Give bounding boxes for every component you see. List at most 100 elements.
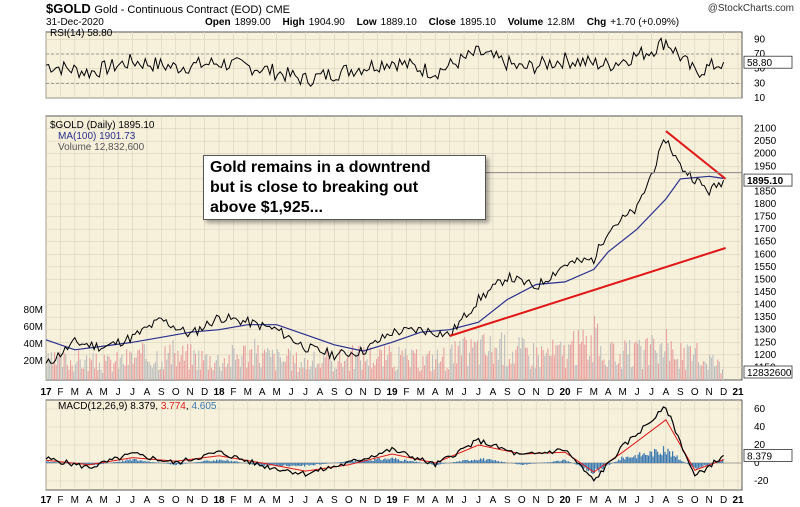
macd-histogram-bar [533, 463, 535, 464]
macd-histogram-bar [214, 461, 216, 463]
volume-bar [467, 365, 469, 380]
annotation-line-2: but is close to breaking out [210, 179, 419, 196]
volume-bar [356, 352, 358, 380]
volume-bar [57, 357, 59, 380]
volume-bar [645, 339, 647, 380]
macd-histogram-bar [523, 463, 525, 465]
volume-bar [432, 354, 434, 380]
macd-histogram-bar [565, 460, 567, 463]
x-axis-label: J [462, 495, 467, 506]
macd-histogram-bar [393, 459, 395, 463]
macd-histogram-bar [439, 463, 441, 465]
volume-bar [100, 369, 102, 380]
macd-histogram-bar [474, 459, 476, 463]
volume-bar [130, 352, 132, 380]
volume-bar [698, 362, 700, 380]
volume-bar [66, 364, 68, 380]
volume-bar [247, 361, 249, 380]
volume-bar [568, 344, 570, 380]
macd-histogram-bar [168, 463, 170, 464]
macd-histogram-bar [569, 462, 571, 463]
volume-bar [619, 354, 621, 380]
macd-histogram-bar [120, 461, 122, 463]
volume-bar [94, 368, 96, 380]
volume-bar [348, 370, 350, 380]
volume-bar [678, 368, 680, 380]
volume-bar [179, 361, 181, 380]
macd-histogram-bar [171, 463, 173, 465]
macd-histogram-bar [386, 459, 388, 463]
macd-histogram-bar [411, 460, 413, 463]
volume-bar [512, 351, 514, 380]
macd-histogram-bar [583, 463, 585, 469]
volume-bar [574, 365, 576, 380]
volume-bar [664, 351, 666, 380]
macd-histogram-bar [487, 458, 489, 463]
volume-bar [307, 359, 309, 380]
volume-bar [712, 354, 714, 380]
macd-histogram-bar [590, 463, 592, 473]
volume-bar [685, 369, 687, 380]
volume-bar [159, 369, 161, 380]
macd-histogram-bar [126, 459, 128, 463]
volume-bar [390, 352, 392, 380]
macd-histogram-bar [321, 463, 324, 464]
volume-bar [134, 357, 136, 380]
x-axis-label: N [360, 495, 367, 506]
volume-bar [534, 368, 536, 380]
x-axis-label: F [230, 387, 236, 398]
macd-histogram-bar [658, 454, 660, 463]
macd-histogram-bar [649, 451, 651, 463]
volume-bar [252, 365, 254, 380]
macd-histogram-bar [387, 458, 389, 463]
macd-histogram-bar [227, 460, 230, 463]
volume-bar [486, 356, 488, 380]
volume-bar [299, 367, 301, 380]
volume-bar [260, 367, 262, 380]
volume-bar [593, 316, 595, 380]
macd-histogram-bar [628, 457, 630, 463]
volume-bar [662, 357, 664, 380]
macd-histogram-bar [230, 460, 233, 463]
macd-histogram-bar [709, 463, 712, 464]
macd-histogram-bar [526, 463, 528, 465]
macd-histogram-bar [314, 463, 316, 466]
volume-bar [167, 352, 169, 380]
volume-bar [492, 363, 494, 380]
macd-histogram-bar [301, 463, 303, 466]
volume-bar [669, 360, 671, 380]
volume-bar [78, 350, 80, 380]
volume-bar [113, 363, 115, 380]
volume-bar [60, 353, 62, 380]
x-axis-label: N [533, 495, 540, 506]
macd-histogram-bar [645, 455, 647, 463]
volume-bar [693, 354, 695, 380]
volume-bar [246, 367, 248, 380]
volume-bar [702, 361, 704, 380]
volume-bar [500, 332, 502, 380]
volume-bar [175, 366, 177, 380]
volume-bar [187, 343, 189, 380]
volume-bar [484, 354, 486, 380]
volume-last-value: 12832600 [747, 368, 792, 379]
exchange-label: CME [265, 4, 291, 16]
macd-histogram-bar [503, 462, 506, 463]
volume-bar [46, 366, 48, 380]
volume-bar [459, 340, 461, 380]
chart-date: 31-Dec-2020 [46, 17, 104, 28]
macd-histogram-bar [589, 463, 591, 471]
volume-bar [360, 360, 362, 380]
macd-histogram-bar [272, 463, 274, 466]
x-axis-label: J [635, 387, 640, 398]
macd-histogram-bar [685, 463, 687, 464]
volume-bar [102, 373, 104, 380]
macd-histogram-bar [481, 459, 483, 463]
volume-bar [536, 347, 538, 380]
volume-bar [376, 359, 378, 380]
macd-histogram-bar [409, 460, 412, 463]
volume-bar [95, 353, 97, 380]
macd-histogram-bar [186, 463, 188, 464]
volume-bar [547, 348, 549, 380]
volume-bar [422, 356, 424, 380]
volume-bar [433, 369, 435, 380]
